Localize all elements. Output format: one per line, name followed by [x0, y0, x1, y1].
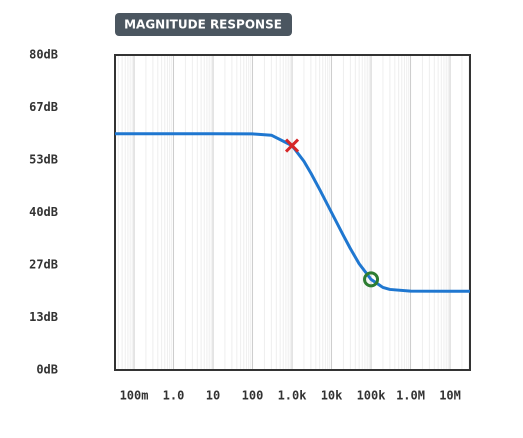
y-tick-label: 27dB: [29, 257, 58, 271]
chart-title: MAGNITUDE RESPONSE: [124, 18, 282, 32]
x-tick-label: 100k: [357, 389, 387, 403]
title-badge: [115, 13, 292, 36]
y-tick-label: 67dB: [29, 100, 58, 114]
x-tick-label: 1.0M: [396, 389, 425, 403]
x-tick-label: 10k: [321, 389, 343, 403]
y-tick-label: 0dB: [36, 363, 58, 377]
x-tick-label: 100m: [120, 389, 149, 403]
pole-marker: [284, 138, 300, 153]
plot-frame: [114, 54, 471, 371]
y-tick-label: 53dB: [29, 153, 58, 167]
response-line: [115, 132, 470, 293]
zero-marker: [363, 271, 380, 288]
y-tick-label: 40dB: [29, 205, 58, 219]
x-tick-label: 100: [242, 389, 264, 403]
y-tick-label: 13dB: [29, 310, 58, 324]
marker-stroke: [284, 138, 300, 153]
x-tick-label: 1.0k: [278, 389, 308, 403]
x-tick-label: 1.0: [163, 389, 185, 403]
x-tick-label: 10M: [439, 389, 461, 403]
y-tick-label: 80dB: [29, 48, 58, 62]
x-tick-label: 10: [206, 389, 220, 403]
